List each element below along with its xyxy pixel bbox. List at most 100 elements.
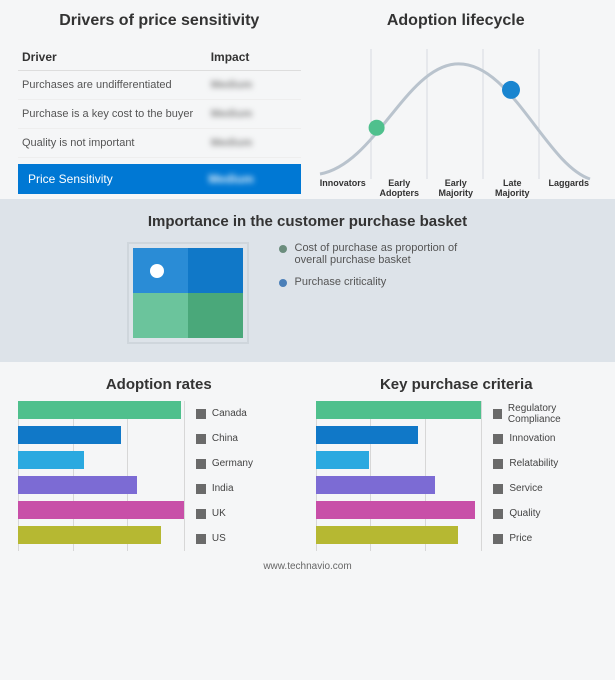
adoption-rate-bar — [18, 476, 137, 494]
legend-item: Quality — [493, 501, 597, 526]
purchase-criteria-bar — [316, 501, 475, 519]
bar-fill — [18, 451, 84, 469]
legend-label: Canada — [212, 408, 247, 419]
adoption-rate-bar — [18, 451, 84, 469]
legend-label: Cost of purchase as proportion of overal… — [295, 242, 489, 266]
legend-item: Price — [493, 526, 597, 551]
impact-cell: Medium — [211, 137, 297, 149]
driver-cell: Quality is not important — [22, 137, 211, 149]
driver-cell: Purchase is a key cost to the buyer — [22, 108, 211, 120]
drivers-header: Driver Impact — [18, 44, 301, 71]
legend-marker — [493, 459, 503, 469]
quadrant-wrap — [127, 242, 249, 344]
legend-label: US — [212, 533, 226, 544]
quadrant-marker — [150, 264, 164, 278]
legend-label: Innovation — [509, 433, 555, 444]
legend-label: Germany — [212, 458, 253, 469]
adoption-rate-bar — [18, 401, 181, 419]
lifecycle-category-label: LateMajority — [484, 179, 541, 199]
bar-fill — [18, 426, 121, 444]
legend-marker — [493, 509, 503, 519]
infographic-page: Drivers of price sensitivity Driver Impa… — [0, 0, 615, 578]
importance-body: Cost of purchase as proportion of overal… — [18, 242, 597, 344]
lifecycle-labels: InnovatorsEarlyAdoptersEarlyMajorityLate… — [315, 179, 598, 199]
adoption-rates-col: Adoption rates Canada China Germany India UK… — [18, 376, 300, 551]
legend-label: Purchase criticality — [295, 276, 387, 288]
legend-marker — [196, 509, 206, 519]
purchase-criteria-bar — [316, 451, 369, 469]
legend-marker — [493, 409, 502, 419]
legend-marker — [279, 279, 287, 287]
purchase-criteria-bar — [316, 426, 419, 444]
purchase-criteria-bar — [316, 476, 435, 494]
bar-fill — [18, 476, 137, 494]
driver-cell: Purchases are undifferentiated — [22, 79, 211, 91]
legend-label: India — [212, 483, 234, 494]
bar-fill — [316, 526, 459, 544]
quadrant-tr — [188, 248, 243, 293]
legend-label: Price — [509, 533, 532, 544]
drivers-title: Drivers of price sensitivity — [18, 12, 301, 30]
lifecycle-col: Adoption lifecycle InnovatorsEarlyAdopte… — [315, 12, 598, 199]
legend-label: Quality — [509, 508, 540, 519]
gridline — [184, 401, 185, 551]
legend-marker — [196, 534, 206, 544]
quadrant-bl — [133, 293, 188, 338]
lifecycle-point — [502, 81, 520, 99]
purchase-criteria-title: Key purchase criteria — [316, 376, 598, 393]
adoption-rate-bar — [18, 426, 121, 444]
table-row: Quality is not importantMedium — [18, 129, 301, 158]
legend-label: Regulatory Compliance — [508, 403, 597, 425]
legend-item: Cost of purchase as proportion of overal… — [279, 242, 489, 266]
drivers-col: Drivers of price sensitivity Driver Impa… — [18, 12, 315, 199]
adoption-rate-bar — [18, 526, 161, 544]
legend-marker — [196, 484, 206, 494]
lifecycle-svg — [315, 44, 595, 199]
adoption-rate-bar — [18, 501, 184, 519]
importance-legend: Cost of purchase as proportion of overal… — [279, 242, 489, 298]
legend-marker — [196, 459, 206, 469]
legend-marker — [493, 484, 503, 494]
purchase-criteria-bar — [316, 401, 482, 419]
bar-fill — [18, 401, 181, 419]
adoption-rates-legend: Canada China Germany India UK US — [184, 401, 300, 551]
lifecycle-category-label: EarlyMajority — [428, 179, 485, 199]
legend-marker — [493, 434, 503, 444]
bar-fill — [316, 451, 369, 469]
purchase-criteria-legend: Regulatory Compliance Innovation Relatabil… — [481, 401, 597, 551]
legend-item: Service — [493, 476, 597, 501]
legend-label: Service — [509, 483, 542, 494]
bar-fill — [316, 426, 419, 444]
quadrant-br — [188, 293, 243, 338]
bar-fill — [316, 476, 435, 494]
importance-title: Importance in the customer purchase bask… — [18, 213, 597, 230]
legend-label: Relatability — [509, 458, 558, 469]
legend-marker — [493, 534, 503, 544]
purchase-criteria-bars — [316, 401, 482, 551]
table-row: Purchases are undifferentiatedMedium — [18, 71, 301, 100]
bar-fill — [316, 401, 482, 419]
legend-item: UK — [196, 501, 300, 526]
bar-fill — [18, 526, 161, 544]
legend-item: Relatability — [493, 451, 597, 476]
legend-item: India — [196, 476, 300, 501]
adoption-rates-chart: Canada China Germany India UK US — [18, 401, 300, 551]
lifecycle-point — [368, 120, 384, 136]
drivers-header-impact: Impact — [211, 50, 297, 64]
lifecycle-chart: InnovatorsEarlyAdoptersEarlyMajorityLate… — [315, 44, 598, 199]
legend-item: US — [196, 526, 300, 551]
legend-item: Canada — [196, 401, 300, 426]
adoption-rates-bars — [18, 401, 184, 551]
legend-item: Regulatory Compliance — [493, 401, 597, 426]
legend-label: China — [212, 433, 238, 444]
bottom-row: Adoption rates Canada China Germany India UK… — [0, 362, 615, 555]
legend-item: Germany — [196, 451, 300, 476]
legend-marker — [196, 434, 206, 444]
gridline — [481, 401, 482, 551]
top-row: Drivers of price sensitivity Driver Impa… — [0, 0, 615, 199]
legend-item: Innovation — [493, 426, 597, 451]
adoption-rates-title: Adoption rates — [18, 376, 300, 393]
importance-section: Importance in the customer purchase bask… — [0, 199, 615, 362]
quadrant-chart — [133, 248, 243, 338]
purchase-criteria-bar — [316, 526, 459, 544]
